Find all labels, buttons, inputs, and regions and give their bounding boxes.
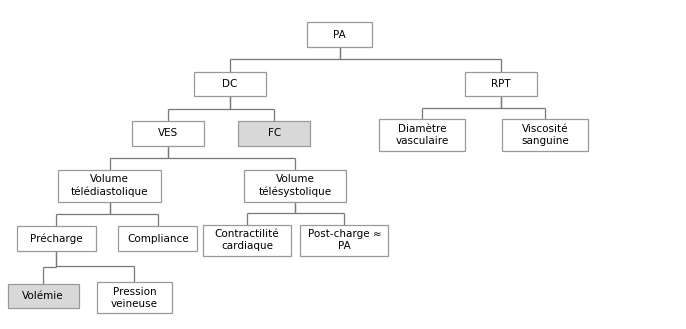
FancyBboxPatch shape [300,224,388,256]
FancyBboxPatch shape [97,282,172,313]
Text: Viscosité
sanguine: Viscosité sanguine [521,124,569,146]
Text: Volume
télésystolique: Volume télésystolique [259,174,331,197]
Text: Volémie: Volémie [23,291,64,301]
FancyBboxPatch shape [119,226,198,251]
Text: RPT: RPT [491,79,510,89]
Text: Précharge: Précharge [30,233,82,244]
FancyBboxPatch shape [465,72,536,96]
Text: Post-charge ≈
PA: Post-charge ≈ PA [307,229,381,251]
FancyBboxPatch shape [194,72,265,96]
FancyBboxPatch shape [239,121,310,145]
FancyBboxPatch shape [379,119,465,151]
FancyBboxPatch shape [17,226,96,251]
Text: DC: DC [222,79,237,89]
FancyBboxPatch shape [8,284,78,309]
Text: Contractilité
cardiaque: Contractilité cardiaque [215,229,279,251]
Text: VES: VES [158,128,178,138]
Text: Volume
télédiastolique: Volume télédiastolique [71,174,148,197]
FancyBboxPatch shape [244,170,346,201]
FancyBboxPatch shape [502,119,589,151]
Text: Compliance: Compliance [127,234,189,243]
Text: Pression
veineuse: Pression veineuse [111,287,158,309]
Text: Diamètre
vasculaire: Diamètre vasculaire [395,124,449,146]
FancyBboxPatch shape [307,22,372,47]
FancyBboxPatch shape [58,170,161,201]
FancyBboxPatch shape [203,224,291,256]
Text: FC: FC [268,128,281,138]
FancyBboxPatch shape [132,121,204,145]
Text: PA: PA [333,30,346,39]
